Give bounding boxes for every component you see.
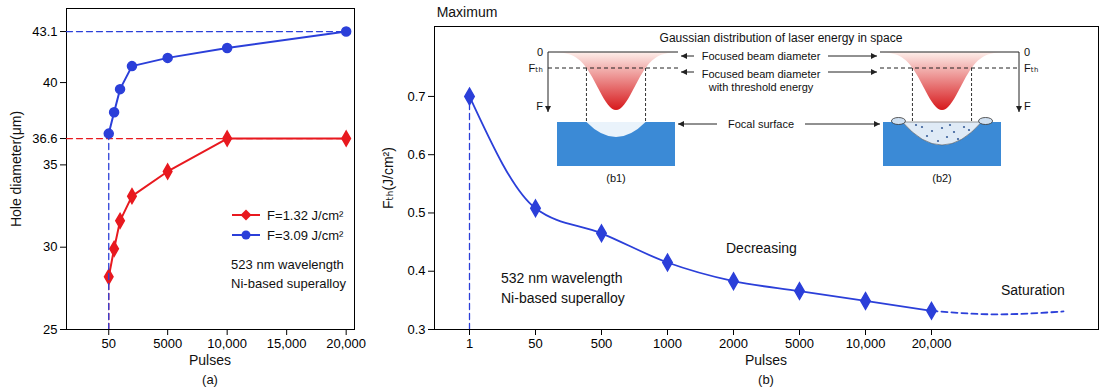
html-text:Fₜₕ(J/cm²): Fₜₕ(J/cm²) <box>380 146 396 209</box>
svg-text:15,000: 15,000 <box>267 336 307 351</box>
svg-text:0.6: 0.6 <box>407 147 425 162</box>
svg-text:(b1): (b1) <box>606 172 626 184</box>
html-text:(a): (a) <box>202 372 218 387</box>
svg-text:0.7: 0.7 <box>407 89 425 104</box>
svg-text:36.6: 36.6 <box>32 131 57 146</box>
svg-text:500: 500 <box>591 336 613 351</box>
svg-text:0: 0 <box>537 46 543 58</box>
svg-text:Focused beam diameter: Focused beam diameter <box>702 50 821 62</box>
html-text:F=3.09 J/cm²: F=3.09 J/cm² <box>267 227 344 243</box>
svg-text:0.4: 0.4 <box>407 263 425 278</box>
html-text:F=1.32 J/cm²: F=1.32 J/cm² <box>267 207 344 223</box>
html-text:Pulses: Pulses <box>745 352 787 368</box>
html-text:Hole diameter(μm): Hole diameter(μm) <box>8 110 24 227</box>
html-text:Maximum: Maximum <box>436 4 498 20</box>
svg-text:20,000: 20,000 <box>912 336 952 351</box>
svg-text:10,000: 10,000 <box>846 336 886 351</box>
html-text:Ni-based superalloy: Ni-based superalloy <box>501 290 625 306</box>
svg-text:Focal surface: Focal surface <box>728 118 794 130</box>
html-text:(b): (b) <box>758 372 774 387</box>
svg-text:2000: 2000 <box>719 336 748 351</box>
svg-text:0: 0 <box>1024 46 1030 58</box>
svg-text:43.1: 43.1 <box>32 24 57 39</box>
svg-text:Fₜₕ: Fₜₕ <box>529 62 543 74</box>
svg-text:20,000: 20,000 <box>326 336 366 351</box>
svg-text:50: 50 <box>528 336 542 351</box>
svg-text:5000: 5000 <box>153 336 182 351</box>
svg-text:0.5: 0.5 <box>407 205 425 220</box>
html-text:523 nm wavelength: 523 nm wavelength <box>231 257 344 272</box>
svg-text:35: 35 <box>43 157 57 172</box>
svg-text:with threshold energy: with threshold energy <box>708 81 814 93</box>
svg-text:F: F <box>1024 100 1031 112</box>
svg-text:(b2): (b2) <box>932 172 952 184</box>
svg-text:50: 50 <box>102 336 116 351</box>
html-text:Pulses: Pulses <box>189 352 231 368</box>
svg-text:1000: 1000 <box>653 336 682 351</box>
svg-text:5000: 5000 <box>785 336 814 351</box>
svg-text:Focused beam diameter: Focused beam diameter <box>702 68 821 80</box>
svg-text:10,000: 10,000 <box>207 336 247 351</box>
html-text:Ni-based superalloy: Ni-based superalloy <box>231 276 346 291</box>
html-text:Decreasing: Decreasing <box>726 240 797 256</box>
svg-text:F: F <box>536 100 543 112</box>
svg-text:25: 25 <box>43 322 57 337</box>
svg-text:Gaussian distribution of laser: Gaussian distribution of laser energy in… <box>660 31 903 45</box>
svg-text:Fₜₕ: Fₜₕ <box>1024 62 1038 74</box>
svg-text:30: 30 <box>43 239 57 254</box>
html-text:532 nm wavelength: 532 nm wavelength <box>501 270 623 286</box>
svg-text:1: 1 <box>466 336 473 351</box>
svg-text:40: 40 <box>43 75 57 90</box>
html-text:Saturation: Saturation <box>1001 282 1065 298</box>
svg-text:0.3: 0.3 <box>407 322 425 337</box>
